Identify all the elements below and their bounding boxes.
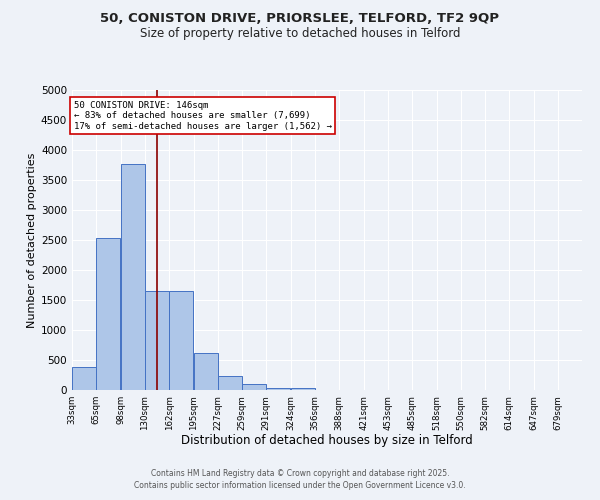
Bar [72, 366, 96, 390]
Bar [291, 388, 315, 390]
Text: 50 CONISTON DRIVE: 146sqm
← 83% of detached houses are smaller (7,699)
17% of se: 50 CONISTON DRIVE: 146sqm ← 83% of detac… [74, 101, 332, 130]
Bar [145, 291, 169, 390]
Bar [121, 164, 145, 390]
Text: 50, CONISTON DRIVE, PRIORSLEE, TELFORD, TF2 9QP: 50, CONISTON DRIVE, PRIORSLEE, TELFORD, … [101, 12, 499, 26]
Y-axis label: Number of detached properties: Number of detached properties [27, 152, 37, 328]
Bar [169, 291, 193, 390]
Bar [96, 238, 120, 390]
Bar [242, 384, 266, 390]
Bar [266, 388, 290, 390]
Text: Contains HM Land Registry data © Crown copyright and database right 2025.: Contains HM Land Registry data © Crown c… [151, 468, 449, 477]
Text: Size of property relative to detached houses in Telford: Size of property relative to detached ho… [140, 28, 460, 40]
Bar [194, 353, 218, 390]
X-axis label: Distribution of detached houses by size in Telford: Distribution of detached houses by size … [181, 434, 473, 447]
Bar [218, 376, 242, 390]
Text: Contains public sector information licensed under the Open Government Licence v3: Contains public sector information licen… [134, 481, 466, 490]
